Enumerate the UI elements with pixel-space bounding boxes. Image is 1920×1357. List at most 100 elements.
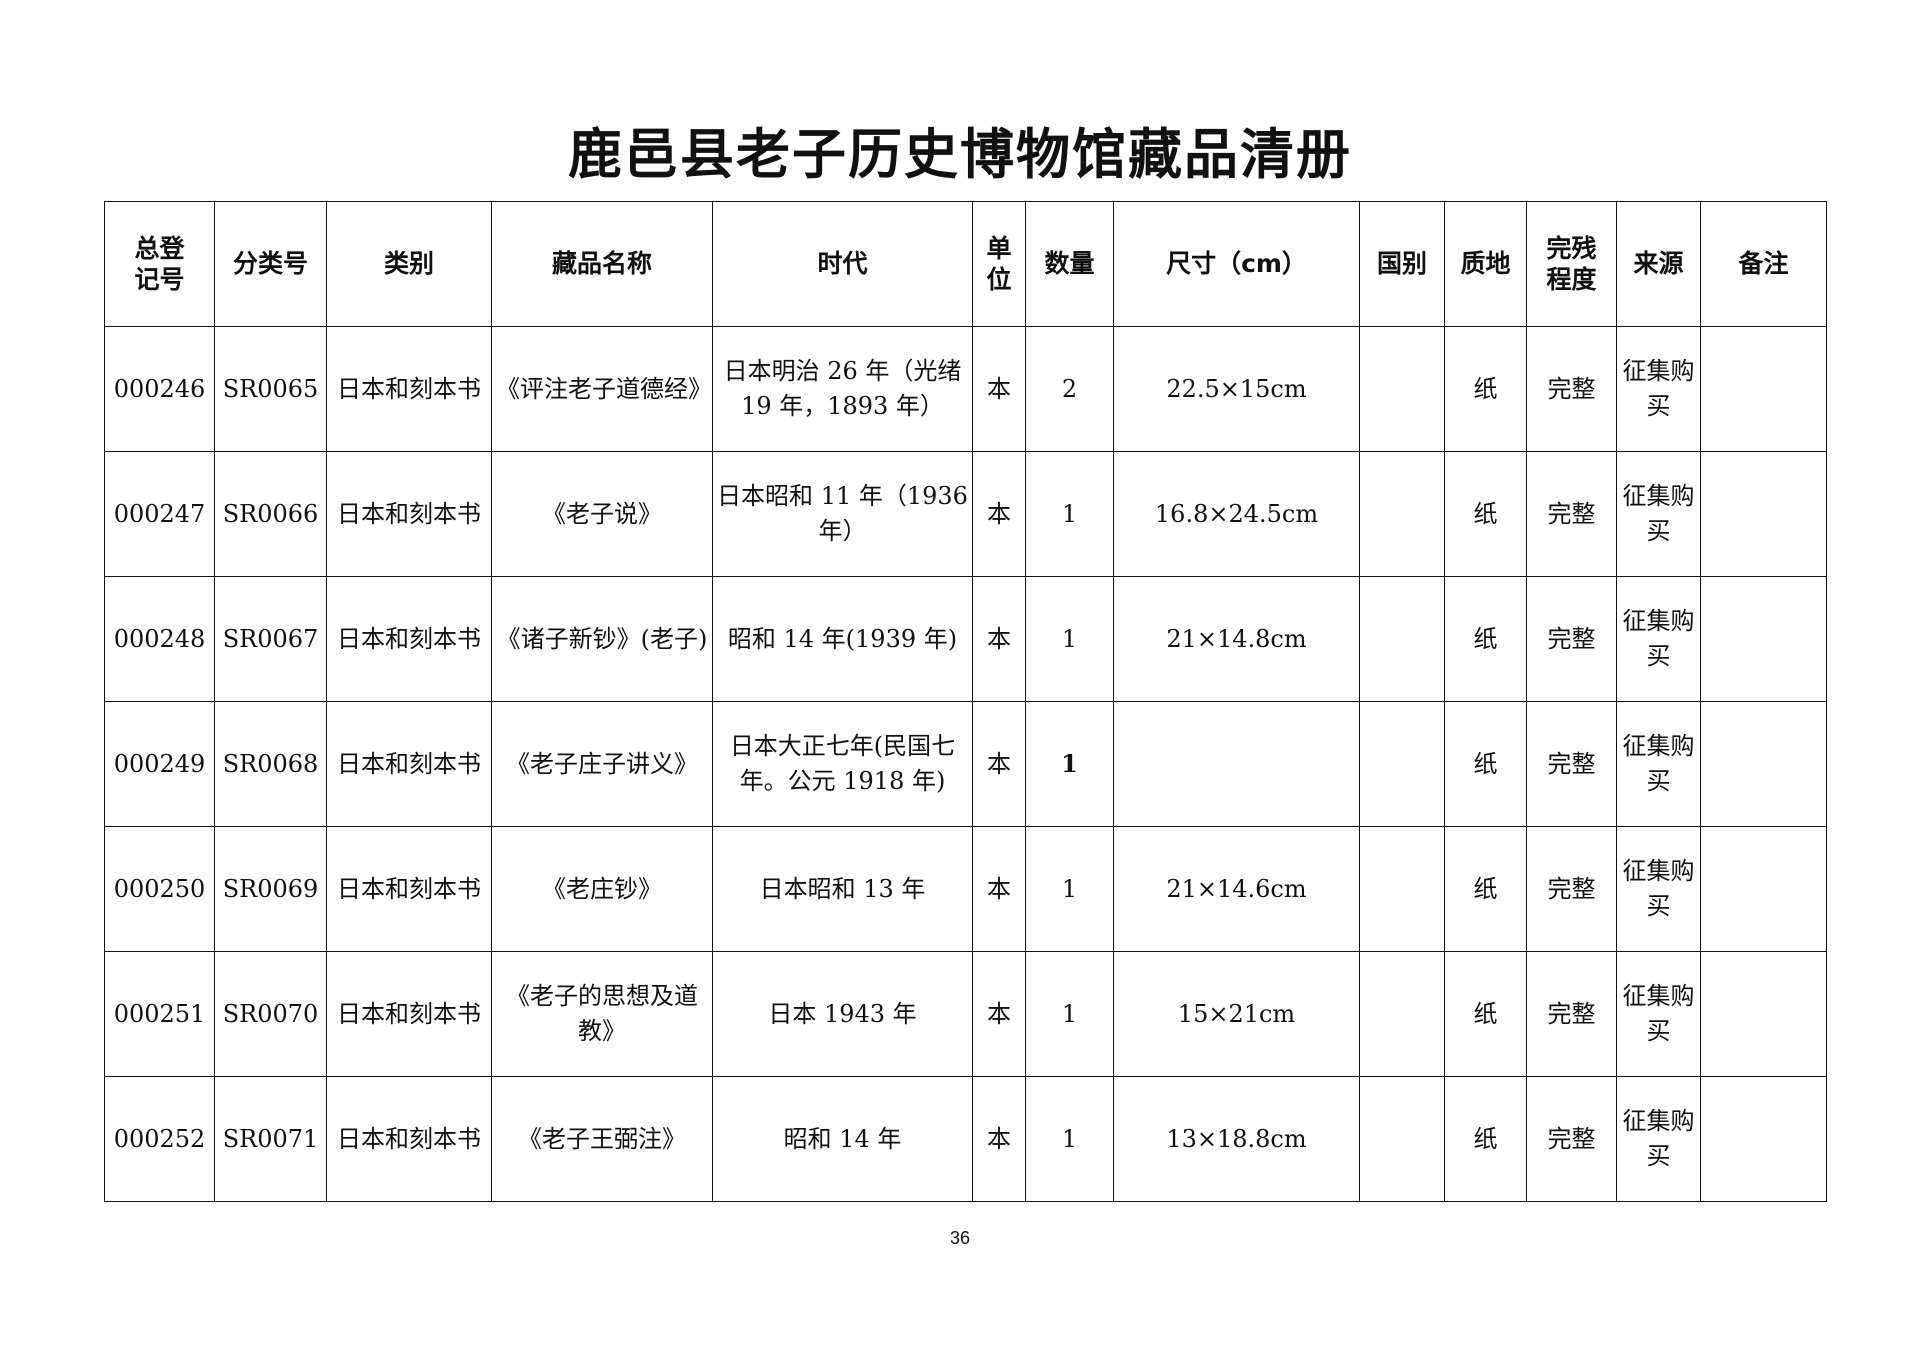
cell-quantity: 1 (1025, 826, 1114, 952)
cell-unit: 本 (972, 951, 1026, 1077)
cell-reg-no: 000250 (104, 826, 215, 952)
header-class-no: 分类号 (214, 201, 327, 327)
cell-reg-no: 000251 (104, 951, 215, 1077)
header-condition: 完残 程度 (1526, 201, 1617, 327)
header-quantity: 数量 (1025, 201, 1114, 327)
header-reg-no: 总登 记号 (104, 201, 215, 327)
cell-era: 日本昭和 13 年 (712, 826, 973, 952)
cell-category: 日本和刻本书 (326, 1076, 492, 1202)
cell-size: 22.5×15cm (1113, 326, 1360, 452)
cell-category: 日本和刻本书 (326, 326, 492, 452)
cell-class-no: SR0070 (214, 951, 327, 1077)
table-row: 000247 SR0066 日本和刻本书 《老子说》 日本昭和 11 年（1936 年）… (104, 451, 1827, 577)
cell-country (1359, 951, 1445, 1077)
header-era: 时代 (712, 201, 973, 327)
cell-name: 《老子庄子讲义》 (491, 701, 713, 827)
header-size: 尺寸（cm） (1113, 201, 1360, 327)
table-row: 000249 SR0068 日本和刻本书 《老子庄子讲义》 日本大正七年(民国七年。公元… (104, 701, 1827, 827)
cell-material: 纸 (1444, 451, 1527, 577)
cell-condition: 完整 (1526, 451, 1617, 577)
cell-unit: 本 (972, 701, 1026, 827)
cell-size (1113, 701, 1360, 827)
cell-size: 16.8×24.5cm (1113, 451, 1360, 577)
cell-category: 日本和刻本书 (326, 951, 492, 1077)
page-number: 36 (949, 1228, 971, 1248)
cell-unit: 本 (972, 826, 1026, 952)
cell-category: 日本和刻本书 (326, 576, 492, 702)
cell-remarks (1700, 451, 1827, 577)
cell-reg-no: 000247 (104, 451, 215, 577)
cell-class-no: SR0066 (214, 451, 327, 577)
cell-class-no: SR0067 (214, 576, 327, 702)
table-body: 000246 SR0065 日本和刻本书 《评注老子道德经》 日本明治 26 年（光绪 … (104, 326, 1827, 1202)
cell-material: 纸 (1444, 326, 1527, 452)
cell-material: 纸 (1444, 826, 1527, 952)
cell-size: 15×21cm (1113, 951, 1360, 1077)
cell-name: 《诸子新钞》(老子) (491, 576, 713, 702)
cell-quantity: 1 (1025, 701, 1114, 827)
cell-reg-no: 000252 (104, 1076, 215, 1202)
cell-source: 征集购买 (1616, 451, 1701, 577)
cell-condition: 完整 (1526, 576, 1617, 702)
header-category: 类别 (326, 201, 492, 327)
cell-category: 日本和刻本书 (326, 701, 492, 827)
header-material: 质地 (1444, 201, 1527, 327)
cell-category: 日本和刻本书 (326, 451, 492, 577)
cell-remarks (1700, 576, 1827, 702)
cell-condition: 完整 (1526, 701, 1617, 827)
cell-remarks (1700, 951, 1827, 1077)
cell-unit: 本 (972, 1076, 1026, 1202)
page-title: 鹿邑县老子历史博物馆藏品清册 (568, 123, 1352, 186)
cell-source: 征集购买 (1616, 326, 1701, 452)
cell-quantity: 1 (1025, 951, 1114, 1077)
header-remarks: 备注 (1700, 201, 1827, 327)
header-source: 来源 (1616, 201, 1701, 327)
cell-remarks (1700, 326, 1827, 452)
table-header: 总登 记号 分类号 类别 藏品名称 时代 单 位 数量 尺寸（cm） 国别 质地… (104, 201, 1827, 327)
cell-class-no: SR0069 (214, 826, 327, 952)
cell-size: 21×14.8cm (1113, 576, 1360, 702)
cell-source: 征集购买 (1616, 826, 1701, 952)
cell-material: 纸 (1444, 701, 1527, 827)
cell-country (1359, 1076, 1445, 1202)
cell-unit: 本 (972, 326, 1026, 452)
collection-register-table: 总登 记号 分类号 类别 藏品名称 时代 单 位 数量 尺寸（cm） 国别 质地… (104, 201, 1827, 1202)
cell-source: 征集购买 (1616, 1076, 1701, 1202)
cell-remarks (1700, 826, 1827, 952)
cell-condition: 完整 (1526, 326, 1617, 452)
cell-material: 纸 (1444, 576, 1527, 702)
cell-reg-no: 000249 (104, 701, 215, 827)
cell-name: 《老子王弼注》 (491, 1076, 713, 1202)
cell-remarks (1700, 701, 1827, 827)
cell-class-no: SR0065 (214, 326, 327, 452)
header-country: 国别 (1359, 201, 1445, 327)
cell-era: 日本昭和 11 年（1936 年） (712, 451, 973, 577)
cell-material: 纸 (1444, 951, 1527, 1077)
cell-class-no: SR0068 (214, 701, 327, 827)
cell-quantity: 1 (1025, 451, 1114, 577)
cell-country (1359, 826, 1445, 952)
cell-source: 征集购买 (1616, 576, 1701, 702)
table-row: 000252 SR0071 日本和刻本书 《老子王弼注》 昭和 14 年本 1 13×18.… (104, 1076, 1827, 1202)
cell-reg-no: 000248 (104, 576, 215, 702)
cell-quantity: 1 (1025, 576, 1114, 702)
cell-condition: 完整 (1526, 951, 1617, 1077)
header-name: 藏品名称 (491, 201, 713, 327)
cell-name: 《老庄钞》 (491, 826, 713, 952)
cell-source: 征集购买 (1616, 701, 1701, 827)
cell-size: 13×18.8cm (1113, 1076, 1360, 1202)
header-row: 总登 记号 分类号 类别 藏品名称 时代 单 位 数量 尺寸（cm） 国别 质地… (104, 201, 1827, 327)
cell-country (1359, 701, 1445, 827)
table-row: 000246 SR0065 日本和刻本书 《评注老子道德经》 日本明治 26 年（光绪 … (104, 326, 1827, 452)
cell-unit: 本 (972, 576, 1026, 702)
cell-remarks (1700, 1076, 1827, 1202)
cell-country (1359, 451, 1445, 577)
cell-category: 日本和刻本书 (326, 826, 492, 952)
cell-condition: 完整 (1526, 1076, 1617, 1202)
cell-name: 《老子说》 (491, 451, 713, 577)
cell-reg-no: 000246 (104, 326, 215, 452)
cell-name: 《评注老子道德经》 (491, 326, 713, 452)
cell-era: 昭和 14 年(1939 年) (712, 576, 973, 702)
cell-era: 昭和 14 年 (712, 1076, 973, 1202)
